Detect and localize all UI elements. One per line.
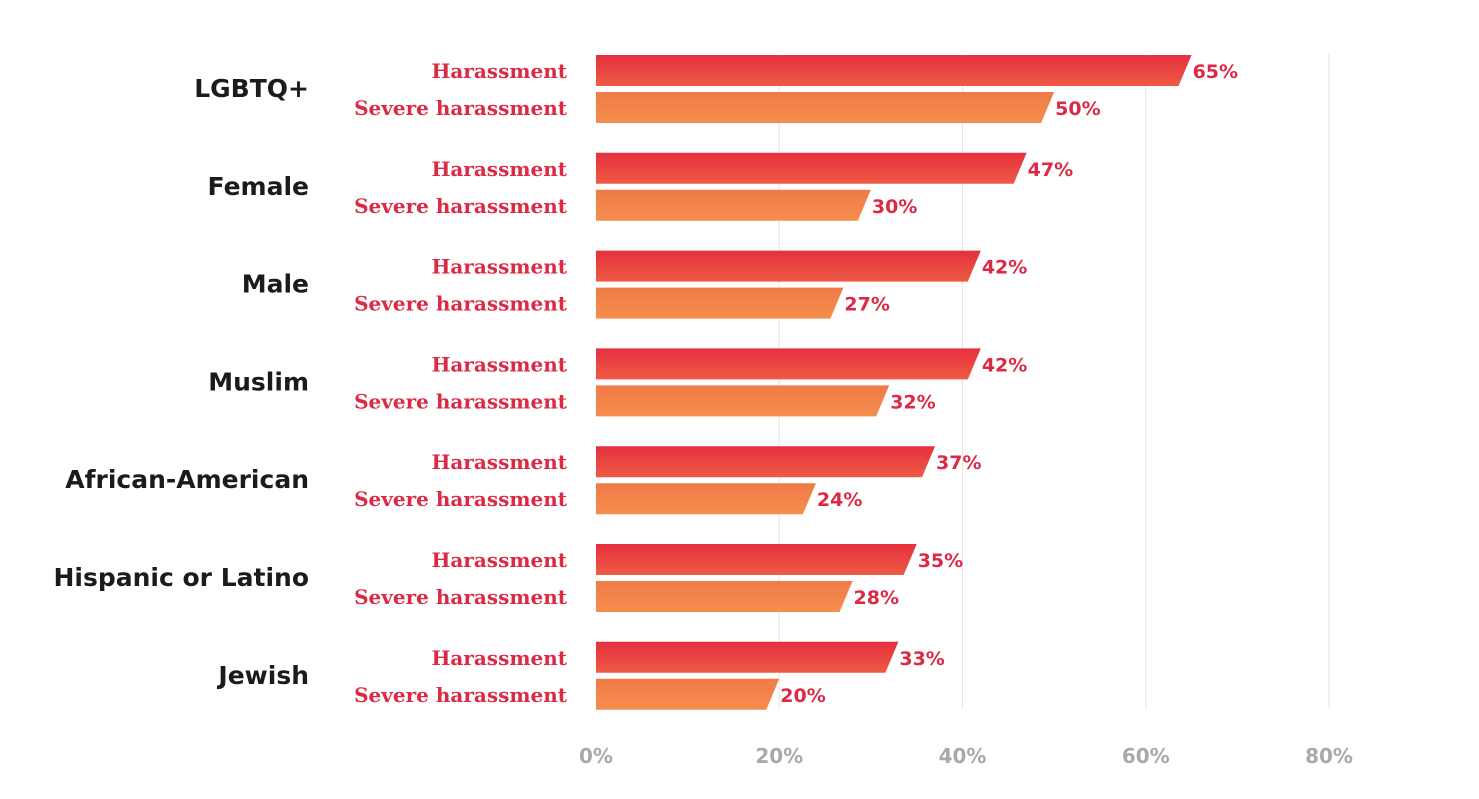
- grid-lines: [778, 54, 1330, 709]
- bar-jewish-harassment: [596, 641, 899, 673]
- bar-african-american-severe-harassment: [596, 483, 816, 515]
- series-label-lgbtq-severe-harassment: Severe harassment: [354, 96, 568, 120]
- series-label-female-severe-harassment: Severe harassment: [354, 194, 568, 218]
- x-axis: 0% 20% 40% 60% 80%: [579, 744, 1353, 768]
- value-label-lgbtq-severe-harassment: 50%: [1055, 98, 1100, 120]
- category-label-female: Female: [208, 172, 309, 201]
- value-label-female-harassment: 47%: [1028, 159, 1073, 181]
- x-tick-label-80: 80%: [1305, 744, 1353, 768]
- series-label-muslim-severe-harassment: Severe harassment: [354, 389, 568, 413]
- value-label-african-american-severe-harassment: 24%: [817, 489, 862, 511]
- series-label-african-american-severe-harassment: Severe harassment: [354, 487, 568, 511]
- x-tick-label-20: 20%: [755, 744, 803, 768]
- bar-hispanic-or-latino-harassment: [596, 544, 917, 575]
- bar-male-severe-harassment: [596, 287, 844, 319]
- category-label-african-american: African-American: [65, 465, 309, 494]
- value-label-muslim-severe-harassment: 32%: [890, 391, 935, 413]
- value-label-male-harassment: 42%: [982, 257, 1027, 279]
- value-label-african-american-harassment: 37%: [936, 452, 981, 474]
- x-tick-label-40: 40%: [939, 744, 987, 768]
- bars: [596, 55, 1192, 710]
- series-label-hispanic-or-latino-harassment: Harassment: [431, 548, 567, 572]
- x-tick-label-0: 0%: [579, 744, 613, 768]
- category-label-lgbtq: LGBTQ+: [194, 74, 309, 103]
- value-label-hispanic-or-latino-severe-harassment: 28%: [854, 587, 899, 609]
- value-label-male-severe-harassment: 27%: [844, 294, 889, 316]
- category-label-hispanic-or-latino: Hispanic or Latino: [53, 563, 309, 592]
- category-label-male: Male: [242, 270, 309, 299]
- bar-lgbtq-severe-harassment: [596, 92, 1055, 123]
- series-label-hispanic-or-latino-severe-harassment: Severe harassment: [354, 585, 568, 609]
- value-label-jewish-severe-harassment: 20%: [780, 685, 825, 707]
- series-label-jewish-harassment: Harassment: [431, 646, 567, 670]
- bar-male-harassment: [596, 250, 981, 282]
- value-label-female-severe-harassment: 30%: [872, 196, 917, 218]
- series-label-male-severe-harassment: Severe harassment: [354, 292, 568, 316]
- labels: LGBTQ+ Harassment 65% Severe harassment 50% F…: [53, 59, 1238, 707]
- bar-lgbtq-harassment: [596, 55, 1192, 86]
- x-tick-label-60: 60%: [1122, 744, 1170, 768]
- series-label-male-harassment: Harassment: [431, 255, 567, 279]
- bar-muslim-harassment: [596, 348, 981, 380]
- series-label-african-american-harassment: Harassment: [431, 450, 567, 474]
- value-label-hispanic-or-latino-harassment: 35%: [918, 550, 963, 572]
- series-label-muslim-harassment: Harassment: [431, 352, 567, 376]
- bar-female-severe-harassment: [596, 189, 871, 221]
- bar-african-american-harassment: [596, 446, 936, 478]
- category-label-muslim: Muslim: [208, 367, 309, 396]
- series-label-female-harassment: Harassment: [431, 157, 567, 181]
- value-label-lgbtq-harassment: 65%: [1193, 61, 1238, 83]
- series-label-jewish-severe-harassment: Severe harassment: [354, 683, 568, 707]
- value-label-jewish-harassment: 33%: [899, 648, 944, 670]
- value-label-muslim-harassment: 42%: [982, 354, 1027, 376]
- bar-jewish-severe-harassment: [596, 678, 780, 710]
- bar-muslim-severe-harassment: [596, 385, 890, 417]
- series-label-lgbtq-harassment: Harassment: [431, 59, 567, 83]
- bar-female-harassment: [596, 152, 1027, 184]
- bar-hispanic-or-latino-severe-harassment: [596, 581, 853, 612]
- category-label-jewish: Jewish: [216, 661, 309, 690]
